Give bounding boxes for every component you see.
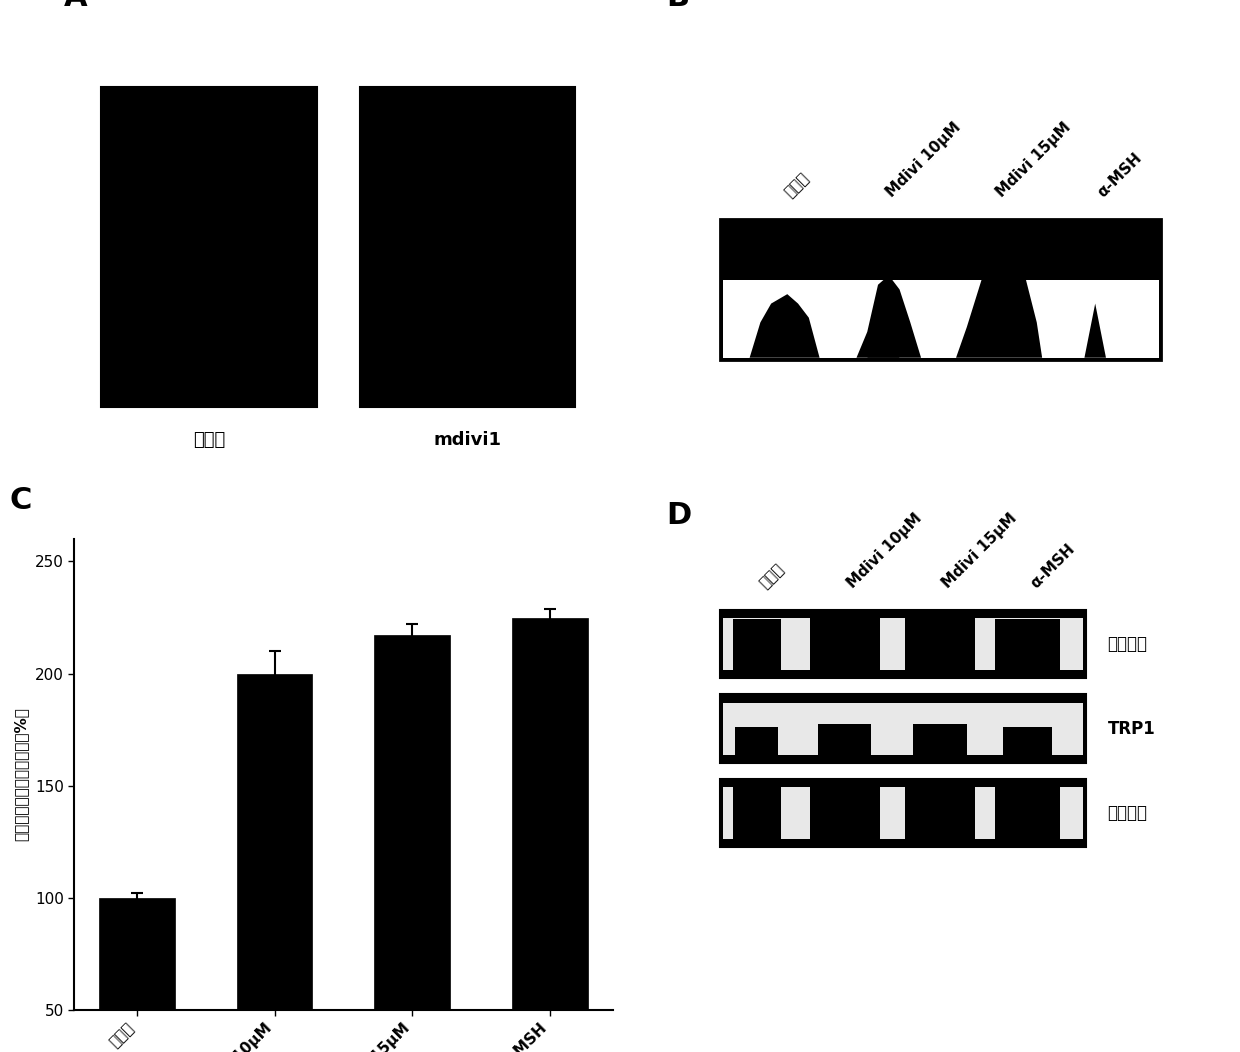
Text: TRP1: TRP1 bbox=[1107, 720, 1156, 737]
Text: 对照组: 对照组 bbox=[192, 430, 224, 449]
Bar bbox=[720, 219, 1162, 360]
Text: Mdivi 15μM: Mdivi 15μM bbox=[940, 510, 1021, 591]
Text: D: D bbox=[666, 501, 692, 529]
Polygon shape bbox=[1085, 304, 1106, 358]
Bar bbox=[996, 619, 1060, 670]
Text: α-MSH: α-MSH bbox=[1028, 541, 1078, 591]
Bar bbox=[723, 703, 1084, 754]
Text: 肌动蛋白: 肌动蛋白 bbox=[1107, 805, 1147, 823]
Text: Mdivi 15μM: Mdivi 15μM bbox=[993, 120, 1074, 200]
Text: Mdivi 10μM: Mdivi 10μM bbox=[883, 120, 963, 200]
Bar bbox=[1003, 727, 1052, 754]
Bar bbox=[360, 87, 575, 407]
Bar bbox=[723, 618, 1084, 670]
Bar bbox=[374, 635, 450, 1052]
Polygon shape bbox=[945, 266, 1042, 358]
Bar bbox=[817, 724, 872, 754]
Bar bbox=[102, 87, 316, 407]
Text: 对照组: 对照组 bbox=[782, 170, 812, 200]
Bar bbox=[733, 785, 781, 839]
Polygon shape bbox=[846, 276, 921, 358]
Text: Mdivi 10μM: Mdivi 10μM bbox=[844, 510, 925, 591]
Text: A: A bbox=[63, 0, 87, 12]
Bar bbox=[913, 724, 967, 754]
Bar bbox=[512, 618, 588, 1052]
Text: α-MSH: α-MSH bbox=[1095, 150, 1146, 200]
Bar bbox=[99, 897, 175, 1052]
Bar bbox=[237, 673, 312, 1052]
Bar bbox=[996, 785, 1060, 839]
Y-axis label: 黑色素含量（相对于对照组%）: 黑色素含量（相对于对照组%） bbox=[14, 708, 29, 842]
Text: mdivi1: mdivi1 bbox=[433, 430, 501, 449]
Text: B: B bbox=[666, 0, 689, 12]
Bar bbox=[733, 619, 781, 670]
Bar bbox=[905, 615, 975, 670]
Bar bbox=[810, 615, 879, 670]
Bar bbox=[723, 280, 1158, 358]
Bar bbox=[720, 694, 1086, 763]
Text: 对照组: 对照组 bbox=[756, 561, 786, 591]
Bar bbox=[720, 780, 1086, 848]
Bar bbox=[905, 784, 975, 839]
Bar bbox=[723, 787, 1084, 839]
Polygon shape bbox=[739, 295, 825, 358]
Bar bbox=[720, 610, 1086, 677]
Bar bbox=[735, 727, 779, 754]
Bar bbox=[810, 784, 879, 839]
Text: 酶氨酸酶: 酶氨酸酶 bbox=[1107, 634, 1147, 653]
Polygon shape bbox=[867, 337, 899, 358]
Text: C: C bbox=[10, 486, 32, 515]
